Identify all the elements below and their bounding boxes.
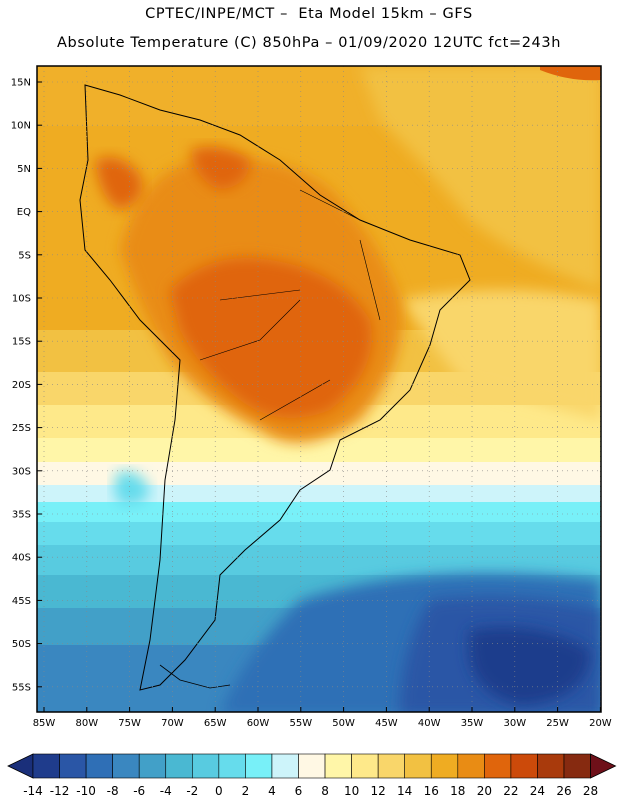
lon-label: 65W [204,718,227,729]
latitude-labels: 15N 10N 5N EQ 5S 10S 15S 20S 25S 30S 35S 40S 45S 50S 5… [11,78,31,694]
lon-label: 50W [332,718,355,729]
colorbar-label: 28 [583,784,598,798]
lon-label: 55W [289,718,312,729]
map-title: CPTEC/INPE/MCT – Eta Model 15km – GFS [145,6,473,22]
colorbar-label: 8 [321,784,329,798]
colorbar-over-arrow [590,753,617,779]
colorbar-swatch [32,753,60,779]
lon-label: 80W [75,718,98,729]
colorbar-label: 16 [424,784,439,798]
lon-label: 25W [546,718,569,729]
colorbar-swatch [430,753,459,779]
colorbar-label: -4 [160,784,172,798]
colorbar-labels: -14 -12 -10 -8 -6 -4 -2 0 2 4 6 8 10 12 14 16 18 20 22 24 26… [23,784,598,798]
colorbar-label: 14 [397,784,412,798]
lon-label: 75W [118,718,141,729]
temperature-field [37,66,601,712]
colorbar-swatch [112,753,140,779]
lon-label: 70W [161,718,184,729]
lon-label: 20W [589,718,612,729]
colorbar-label: -2 [186,784,198,798]
colorbar-label: 4 [268,784,276,798]
lat-label: 30S [12,466,31,477]
lat-label: 5S [18,250,31,261]
colorbar-swatch [404,753,432,779]
map-subtitle: Absolute Temperature (C) 850hPa – 01/09/… [57,35,561,51]
colorbar-label: 24 [530,784,545,798]
lat-label: 55S [12,682,31,693]
colorbar-label: -6 [133,784,145,798]
colorbar-swatch [59,753,87,779]
lat-lon-grid [37,66,601,712]
colorbar-label: -8 [107,784,119,798]
colorbar-swatch [218,753,246,779]
colorbar-swatch [192,753,220,779]
lat-label: 40S [12,553,31,564]
colorbar-swatch [324,753,352,779]
colorbar-swatch [563,753,591,779]
colorbar-label: 18 [450,784,465,798]
lat-label: 5N [17,164,31,175]
south-america-coastline [79,84,471,691]
colorbar-label: -14 [23,784,43,798]
lat-label: 15N [11,78,31,89]
colorbar-label: 0 [215,784,223,798]
lon-label: 30W [503,718,526,729]
colorbar-label: 10 [344,784,359,798]
colorbar-swatch [245,753,273,779]
colorbar-swatch [510,753,538,779]
map-frame [36,65,602,713]
lon-label: 85W [33,718,56,729]
colorbar-label: 12 [371,784,386,798]
colorbar-swatch [271,753,299,779]
lon-label: 60W [247,718,270,729]
colorbar-label: 6 [295,784,303,798]
colorbar-swatch [484,753,512,779]
lat-label: 10N [11,121,31,132]
colorbar-swatch [85,753,113,779]
lon-label: 45W [375,718,398,729]
colorbar-swatch [457,753,485,779]
colorbar-swatch [537,753,565,779]
lat-label: 20S [12,380,31,391]
colorbar-label: -10 [76,784,96,798]
colorbar-swatch [298,753,326,779]
lat-label: 10S [12,294,31,305]
temperature-colorbar [7,753,617,779]
colorbar-under-arrow [7,753,34,779]
colorbar-label: 22 [503,784,518,798]
colorbar-swatch [377,753,405,779]
colorbar-label: 2 [242,784,250,798]
lon-label: 35W [461,718,484,729]
colorbar-label: 26 [556,784,571,798]
colorbar-swatch [351,753,379,779]
lat-label: 50S [12,639,31,650]
lat-label: 45S [12,596,31,607]
lat-label: 35S [12,510,31,521]
colorbar-swatch [165,753,193,779]
lat-label: EQ [17,207,31,218]
lat-label: 25S [12,423,31,434]
lat-label: 15S [12,337,31,348]
colorbar-label: -12 [50,784,70,798]
colorbar-swatch [138,753,167,779]
longitude-labels: 85W 80W 75W 70W 65W 60W 55W 50W 45W 40W 35W 30W 25W 2… [33,718,612,729]
lon-label: 40W [418,718,441,729]
colorbar-label: 20 [477,784,492,798]
